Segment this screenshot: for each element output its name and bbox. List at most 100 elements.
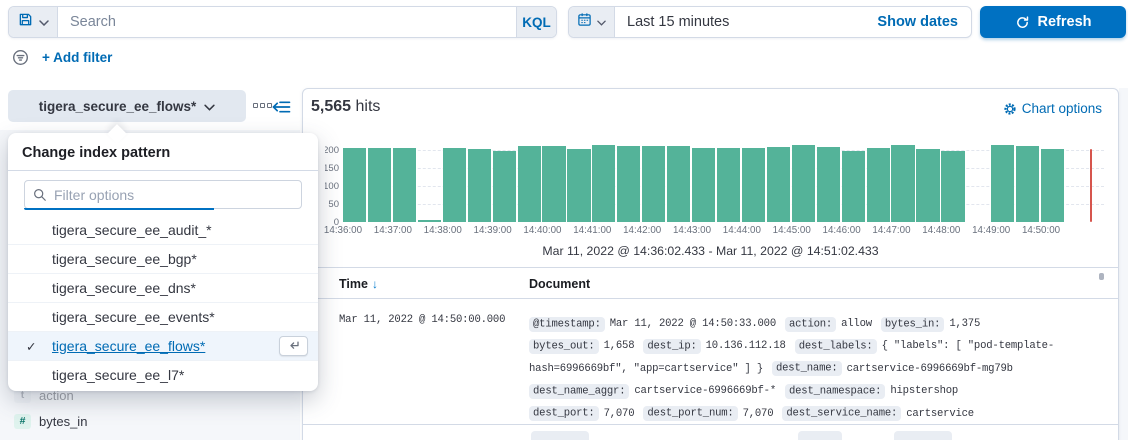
x-tick-label: 14:41:00 <box>573 225 612 236</box>
field-value: 7,070 <box>742 407 774 420</box>
histogram-bar[interactable] <box>442 147 466 222</box>
histogram-bar[interactable] <box>492 151 516 222</box>
index-pattern-option[interactable]: tigera_secure_ee_bgp* <box>8 244 318 273</box>
filter-options-searchbox[interactable] <box>24 180 302 210</box>
field-filter-options-icon[interactable] <box>253 103 272 108</box>
divider <box>303 298 1118 299</box>
histogram-bar[interactable] <box>542 146 566 222</box>
saved-query-menu-button[interactable] <box>9 7 58 37</box>
index-pattern-option-label: tigera_secure_ee_events* <box>52 309 215 325</box>
histogram-bar[interactable] <box>692 147 716 222</box>
field-value: hash=6996669bf", "app=cartservice" ] } <box>529 362 763 375</box>
refresh-button[interactable]: Refresh <box>980 6 1126 38</box>
field-value: cartservice <box>906 407 974 420</box>
x-tick-label: 14:40:00 <box>523 225 562 236</box>
histogram-bar[interactable] <box>741 147 766 222</box>
field-value: 10.136.112.18 <box>705 340 786 353</box>
scrollbar-thumb[interactable] <box>1099 273 1104 280</box>
current-time-marker <box>1089 149 1093 222</box>
field-name-badge: action: <box>784 316 837 332</box>
histogram-bar[interactable] <box>766 147 790 222</box>
index-pattern-option[interactable]: tigera_secure_ee_l7* <box>8 360 318 389</box>
time-range-caption: Mar 11, 2022 @ 14:36:02.433 - Mar 11, 20… <box>542 244 879 258</box>
chevron-down-icon <box>38 13 49 31</box>
index-pattern-option-label: tigera_secure_ee_audit_* <box>52 221 212 238</box>
document-line: bytes_out: 1,658 dest_ip: 10.136.112.18 dest… <box>529 333 1107 355</box>
field-value: 1,658 <box>603 340 635 353</box>
calendar-icon <box>577 12 592 32</box>
histogram-bar[interactable] <box>567 148 591 222</box>
sidebar-field-bytes_out[interactable]: #bytes_out <box>0 436 300 440</box>
x-tick-label: 14:39:00 <box>473 225 512 236</box>
index-pattern-option[interactable]: tigera_secure_ee_events* <box>8 302 318 331</box>
index-pattern-option[interactable]: ✓ tigera_secure_ee_flows* <box>8 331 318 360</box>
y-tick-label: 150 <box>325 162 339 174</box>
histogram-bar[interactable] <box>467 149 491 222</box>
field-name-badge: dest_name_aggr: <box>529 383 630 399</box>
histogram-bar[interactable] <box>1016 146 1040 222</box>
x-tick-label: 14:38:00 <box>423 225 462 236</box>
column-header-time[interactable]: Time ↓ <box>339 277 378 291</box>
x-tick-label: 14:45:00 <box>772 225 811 236</box>
histogram-bar[interactable] <box>841 150 865 222</box>
index-pattern-options: tigera_secure_ee_audit_* tigera_secure_ee… <box>8 215 318 389</box>
field-name-badge: dest_labels: <box>794 338 877 354</box>
histogram-bar[interactable] <box>916 148 940 222</box>
sidebar-field-bytes_in[interactable]: # bytes_in <box>0 410 300 432</box>
hits-count: 5,565 hits <box>311 98 380 116</box>
filter-menu-icon[interactable] <box>12 49 29 71</box>
check-icon: ✓ <box>26 339 37 354</box>
histogram-bar[interactable] <box>517 146 541 222</box>
histogram-bar[interactable] <box>367 147 392 222</box>
filter-options-input[interactable] <box>54 186 293 203</box>
histogram-bar[interactable] <box>816 147 840 222</box>
query-bar: KQL <box>8 6 557 38</box>
collapse-sidebar-icon[interactable] <box>272 99 291 120</box>
y-axis-labels: 0 50 100 150 200 <box>325 89 339 229</box>
histogram-bar[interactable] <box>617 146 641 222</box>
histogram-bar[interactable] <box>642 146 666 222</box>
histogram-plot[interactable] <box>343 89 1108 222</box>
divider <box>303 267 1118 268</box>
histogram-bar[interactable] <box>592 145 616 222</box>
sort-descending-icon[interactable]: ↓ <box>371 277 378 291</box>
index-pattern-option-label: tigera_secure_ee_dns* <box>52 280 196 296</box>
time-range-value[interactable]: Last 15 minutes <box>627 14 730 30</box>
field-value: cartservice-6996669bf-* <box>634 385 776 398</box>
date-picker: Last 15 minutes Show dates <box>568 6 972 38</box>
x-tick-label: 14:36:00 <box>323 225 363 236</box>
histogram-bar[interactable] <box>866 147 890 222</box>
field-value: allow <box>841 318 872 330</box>
save-query-icon <box>18 12 33 32</box>
show-dates-button[interactable]: Show dates <box>877 14 958 30</box>
histogram-bar[interactable] <box>991 145 1015 222</box>
histogram-bar[interactable] <box>941 150 965 222</box>
histogram-bar[interactable] <box>891 145 915 222</box>
chevron-down-icon <box>597 13 606 31</box>
add-filter-label: + Add filter <box>42 50 113 65</box>
histogram-bar[interactable] <box>791 144 815 222</box>
chart-options-button[interactable]: Chart options <box>1003 101 1102 116</box>
field-name-badge: dest_ip: <box>643 338 701 354</box>
index-pattern-option[interactable]: tigera_secure_ee_audit_* <box>8 215 318 244</box>
x-tick-label: 14:49:00 <box>972 225 1011 236</box>
histogram-bar[interactable] <box>1041 148 1065 222</box>
index-pattern-switcher-button[interactable]: tigera_secure_ee_flows* <box>8 90 246 122</box>
index-pattern-option-label: tigera_secure_ee_flows* <box>52 338 206 354</box>
index-pattern-button-label: tigera_secure_ee_flows* <box>38 98 197 114</box>
histogram-bar[interactable] <box>392 147 417 222</box>
sidebar-field-action[interactable]: t action <box>0 384 300 406</box>
index-pattern-option[interactable]: tigera_secure_ee_dns* <box>8 273 318 302</box>
date-picker-calendar-button[interactable] <box>569 7 615 37</box>
histogram-bar[interactable] <box>667 146 691 222</box>
column-header-document: Document <box>529 277 591 291</box>
histogram-bar[interactable] <box>716 147 741 222</box>
histogram-bar[interactable] <box>343 147 367 222</box>
y-tick-label: 100 <box>325 180 339 192</box>
results-panel: 5,565 hits Chart options 0 50 100 150 200 14… <box>302 88 1119 440</box>
add-filter-button[interactable]: + Add filter <box>42 50 112 65</box>
search-input[interactable] <box>58 7 516 37</box>
histogram-bar[interactable] <box>417 220 441 222</box>
kql-badge: KQL <box>522 14 551 30</box>
kql-language-button[interactable]: KQL <box>516 7 556 37</box>
